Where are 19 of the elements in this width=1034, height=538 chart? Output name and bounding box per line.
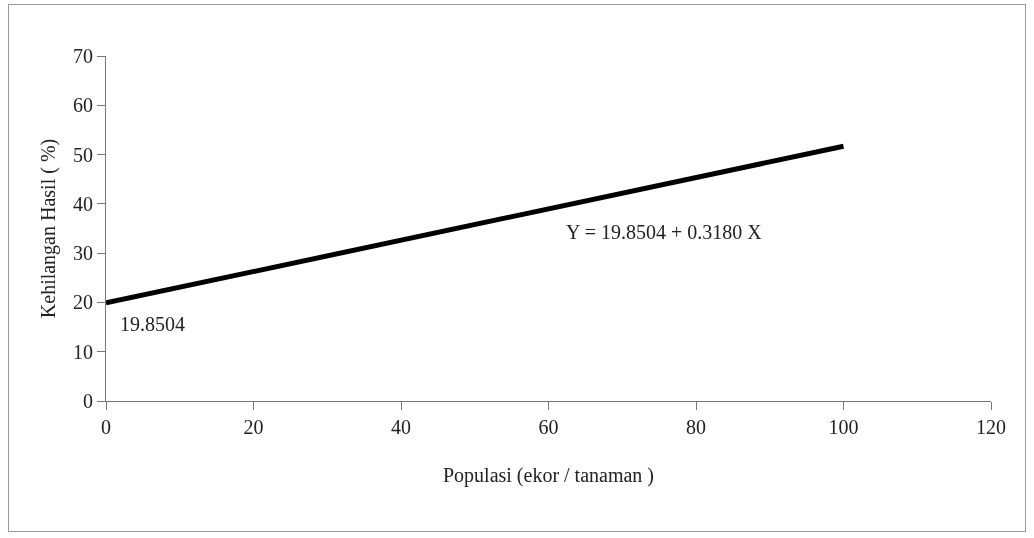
y-tick-label: 60 <box>73 94 93 117</box>
y-tick-label: 70 <box>73 45 93 67</box>
y-tick-label: 20 <box>73 291 93 314</box>
annotation: 19.8504 <box>120 313 185 335</box>
x-tick-label: 60 <box>538 416 559 438</box>
y-tick-label: 40 <box>73 192 93 215</box>
x-tick-label: 40 <box>391 416 411 438</box>
y-tick-label: 30 <box>73 242 93 265</box>
y-tick-label: 0 <box>83 390 93 412</box>
y-tick-label: 10 <box>73 340 93 363</box>
x-tick-label: 80 <box>686 416 706 438</box>
y-axis-title: Kehilangan Hasil ( %) <box>36 138 60 319</box>
x-axis-title: Populasi (ekor / tanaman ) <box>442 463 655 487</box>
annotation: Y = 19.8504 + 0.3180 X <box>566 221 763 243</box>
y-tick-label: 50 <box>73 143 93 166</box>
x-tick-label: 120 <box>976 416 1006 438</box>
x-tick-label: 0 <box>101 416 111 438</box>
x-tick-label: 20 <box>243 416 264 438</box>
x-tick-label: 100 <box>828 416 859 438</box>
